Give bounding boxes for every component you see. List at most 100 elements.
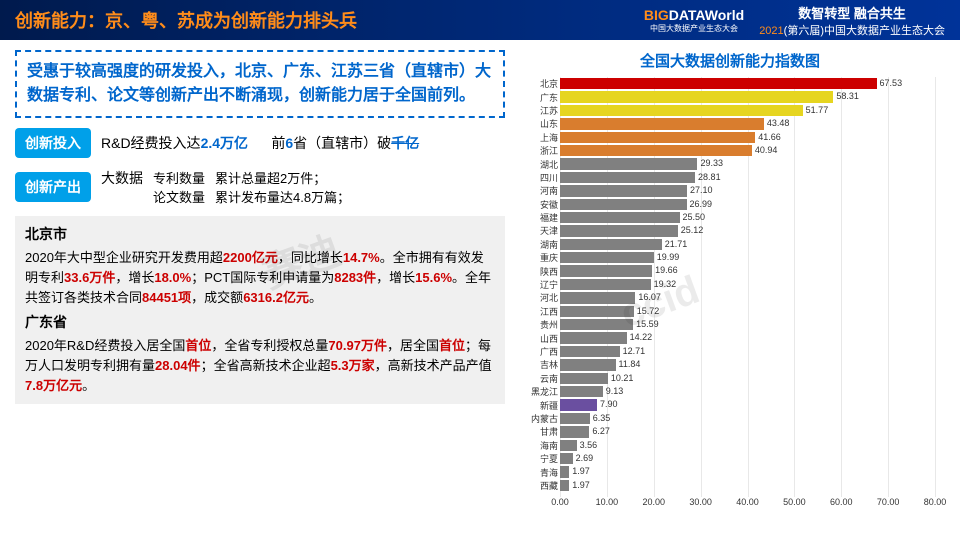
grid-line (935, 77, 936, 497)
bar-row: 青海1.97 (560, 465, 935, 478)
logo-main: BIGDATAWorld (644, 7, 744, 23)
bar (560, 145, 752, 156)
bar-value: 11.84 (619, 359, 641, 369)
bar-value: 9.13 (606, 386, 624, 396)
bar-label: 江苏 (520, 104, 558, 117)
beijing-title: 北京市 (25, 224, 495, 246)
bar (560, 172, 695, 183)
bar (560, 118, 764, 129)
chart-title: 全国大数据创新能力指数图 (520, 50, 940, 71)
bar-label: 内蒙古 (520, 412, 558, 425)
bar (560, 132, 755, 143)
axis-tick: 10.00 (596, 497, 619, 507)
bar (560, 212, 680, 223)
bar-value: 6.35 (593, 413, 611, 423)
bar-value: 3.56 (580, 440, 598, 450)
bar-value: 16.07 (638, 292, 661, 302)
bar-label: 宁夏 (520, 452, 558, 465)
bar (560, 279, 651, 290)
bar-value: 51.77 (806, 105, 829, 115)
bar-value: 29.33 (700, 158, 723, 168)
bar-row: 天津25.12 (560, 224, 935, 237)
content: 受惠于较高强度的研发投入，北京、广东、江苏三省（直辖市）大数据专利、论文等创新产… (0, 40, 960, 527)
header-right: BIGDATAWorld 中国大数据产业生态大会 数智转型 融合共生 2021(… (644, 3, 945, 38)
bar (560, 91, 833, 102)
bar-label: 新疆 (520, 399, 558, 412)
axis-tick: 70.00 (877, 497, 900, 507)
bar-value: 14.22 (630, 332, 653, 342)
bar (560, 480, 569, 491)
axis-tick: 30.00 (689, 497, 712, 507)
bar-label: 陕西 (520, 265, 558, 278)
bar-label: 青海 (520, 466, 558, 479)
bar-value: 12.71 (623, 346, 646, 356)
bar-row: 内蒙古6.35 (560, 412, 935, 425)
bar-row: 湖南21.71 (560, 238, 935, 251)
logo-sub: 中国大数据产业生态大会 (650, 23, 738, 34)
bar-row: 北京67.53 (560, 77, 935, 90)
bar-row: 宁夏2.69 (560, 452, 935, 465)
bar-value: 27.10 (690, 185, 713, 195)
bar-row: 新疆7.90 (560, 398, 935, 411)
axis-tick: 80.00 (924, 497, 947, 507)
bar (560, 185, 687, 196)
bar-value: 6.27 (592, 426, 610, 436)
info-row-input: 创新投入 R&D经费投入达2.4万亿 前6省（直辖市）破千亿 (15, 128, 505, 158)
page-title: 创新能力：京、粤、苏成为创新能力排头兵 (15, 7, 644, 33)
highlight-box: 受惠于较高强度的研发投入，北京、广东、江苏三省（直辖市）大数据专利、论文等创新产… (15, 50, 505, 118)
bar (560, 239, 662, 250)
bar (560, 105, 803, 116)
bar-label: 贵州 (520, 318, 558, 331)
bar-row: 山西14.22 (560, 331, 935, 344)
bar (560, 386, 603, 397)
guangdong-title: 广东省 (25, 312, 495, 334)
bar-row: 海南3.56 (560, 439, 935, 452)
header-line2: 2021(第六届)中国大数据产业生态大会 (759, 22, 945, 38)
bar (560, 78, 877, 89)
bar-label: 福建 (520, 211, 558, 224)
bar (560, 466, 569, 477)
bar-row: 云南10.21 (560, 372, 935, 385)
tag-input: 创新投入 (15, 128, 91, 158)
bar (560, 158, 697, 169)
bar-value: 15.72 (637, 306, 660, 316)
bar-label: 河南 (520, 184, 558, 197)
bar-label: 湖北 (520, 158, 558, 171)
bar-row: 黑龙江9.13 (560, 385, 935, 398)
bar (560, 346, 620, 357)
bar-row: 吉林11.84 (560, 358, 935, 371)
header: 创新能力：京、粤、苏成为创新能力排头兵 BIGDATAWorld 中国大数据产业… (0, 0, 960, 40)
bar-value: 28.81 (698, 172, 721, 182)
bar-row: 陕西19.66 (560, 264, 935, 277)
bar-row: 河南27.10 (560, 184, 935, 197)
bar-row: 浙江40.94 (560, 144, 935, 157)
bar-label: 山东 (520, 117, 558, 130)
bar-label: 西藏 (520, 479, 558, 492)
bar-row: 四川28.81 (560, 171, 935, 184)
bar (560, 252, 654, 263)
bar-row: 辽宁19.32 (560, 278, 935, 291)
bar (560, 373, 608, 384)
header-line1: 数智转型 融合共生 (759, 3, 945, 22)
bar-label: 安徽 (520, 198, 558, 211)
bar-label: 四川 (520, 171, 558, 184)
bar-value: 58.31 (836, 91, 859, 101)
bar-label: 天津 (520, 224, 558, 237)
bar-label: 江西 (520, 305, 558, 318)
axis-tick: 50.00 (783, 497, 806, 507)
bar-value: 40.94 (755, 145, 778, 155)
axis-tick: 40.00 (736, 497, 759, 507)
bar (560, 359, 616, 370)
bar-label: 上海 (520, 131, 558, 144)
bigdata-label: 大数据 (101, 168, 143, 206)
col-vals: 累计总量超2万件； 累计发布量达4.8万篇； (215, 168, 350, 206)
bar-value: 15.59 (636, 319, 659, 329)
bar-value: 1.97 (572, 466, 590, 476)
bar-value: 19.32 (654, 279, 677, 289)
bar-label: 河北 (520, 291, 558, 304)
header-text: 数智转型 融合共生 2021(第六届)中国大数据产业生态大会 (759, 3, 945, 38)
bar-row: 贵州15.59 (560, 318, 935, 331)
bar-row: 江苏51.77 (560, 104, 935, 117)
info-text-1: R&D经费投入达2.4万亿 前6省（直辖市）破千亿 (101, 133, 505, 153)
bar (560, 426, 589, 437)
